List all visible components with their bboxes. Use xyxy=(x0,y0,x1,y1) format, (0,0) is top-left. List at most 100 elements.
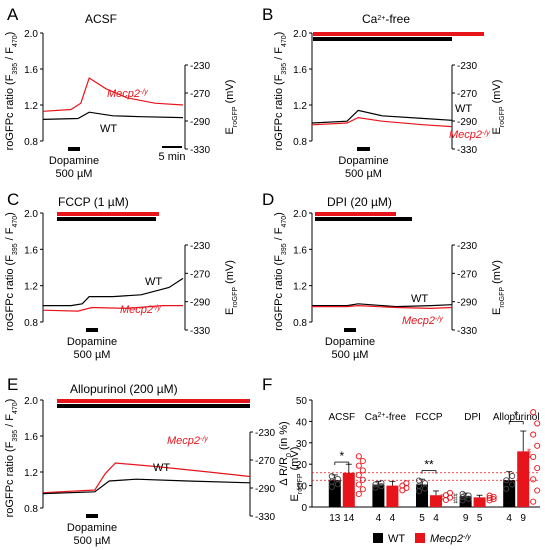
data-point-mecp2 xyxy=(530,498,537,505)
right-axis-label: EroGFP (mV) xyxy=(224,260,239,315)
treatment-bar-wt xyxy=(313,37,452,41)
dopamine-bar xyxy=(68,147,80,151)
left-tick-label: 2.0 xyxy=(293,209,307,220)
mecp2-superscript: -/y xyxy=(435,316,443,323)
significance-label: * xyxy=(339,449,344,463)
data-point-wt xyxy=(503,477,510,484)
right-tick-label: -330 xyxy=(190,145,210,156)
data-point-mecp2 xyxy=(530,453,537,461)
data-point-wt xyxy=(378,479,385,486)
label-part: (in %) xyxy=(278,421,290,453)
label-part: Allopurinol xyxy=(493,412,540,423)
n-label: 5 xyxy=(477,513,483,524)
y-tick-label: 0 xyxy=(301,503,307,514)
right-axis-label: EroGFP (mV) xyxy=(491,260,506,315)
label-part: / F xyxy=(4,227,16,243)
left-tick-label: 1.2 xyxy=(24,101,38,112)
bar-mecp2 xyxy=(342,472,355,507)
treatment-bar-mecp2 xyxy=(57,399,250,403)
label-script: roGFP xyxy=(232,287,239,308)
data-point-mecp2 xyxy=(355,462,362,469)
label-script: roGFP xyxy=(232,106,239,127)
right-tick-label: -290 xyxy=(190,298,210,309)
data-point-mecp2 xyxy=(355,490,362,497)
category-label: Allopurinol xyxy=(493,412,540,423)
data-point-mecp2 xyxy=(403,480,410,487)
data-point-mecp2 xyxy=(490,493,497,500)
label-script: 470 xyxy=(12,402,19,414)
data-point-mecp2 xyxy=(359,476,366,483)
dopamine-bar xyxy=(86,514,98,518)
data-point-mecp2 xyxy=(530,431,537,438)
data-point-mecp2 xyxy=(486,492,493,499)
label-part: ) xyxy=(4,212,16,216)
trace-wt xyxy=(311,109,453,124)
data-point-mecp2 xyxy=(534,487,541,494)
label-part: roGFPc ratio (F xyxy=(4,255,16,331)
legend-swatch-wt xyxy=(373,533,383,543)
data-point-wt xyxy=(465,495,472,502)
n-label: 13 xyxy=(329,513,341,524)
label-part: (mV) xyxy=(491,80,503,107)
left-tick-label: 2.0 xyxy=(24,29,38,40)
panel-title: DPI (20 µM) xyxy=(327,195,392,209)
dopamine-label: Dopamine xyxy=(325,336,375,348)
label-part: (mV) xyxy=(289,447,301,474)
bar-mecp2 xyxy=(430,495,442,507)
scalebar-label: 5 min xyxy=(159,151,186,163)
trace-mecp2 xyxy=(42,305,183,312)
data-point-mecp2 xyxy=(534,442,541,449)
wt-series-label: WT xyxy=(145,276,162,288)
mecp2-series-label: Mecp2-/y xyxy=(402,315,443,327)
label-script: 395 xyxy=(281,63,288,75)
dopamine-label: Dopamine xyxy=(49,155,99,167)
label-part: -free xyxy=(386,412,407,423)
label-part: ) xyxy=(273,32,285,36)
label-part: E xyxy=(224,308,236,315)
right-tick-label: -230 xyxy=(190,61,210,72)
left-axis-label: roGFPc ratio (F395 / F470) xyxy=(4,32,19,151)
trace-mecp2 xyxy=(42,77,184,112)
trace-mecp2 xyxy=(42,462,251,494)
n-label: 4 xyxy=(506,513,512,524)
label-part: ) xyxy=(273,212,285,216)
label-part: E xyxy=(224,127,236,134)
y-axis-label: Δ R/R0 (in %) xyxy=(278,421,293,485)
label-part: (mV) xyxy=(224,260,236,287)
right-tick-label: -270 xyxy=(255,456,275,467)
label-script: 2+ xyxy=(378,412,386,419)
dopamine-label: Dopamine xyxy=(67,522,117,534)
right-tick-label: -330 xyxy=(255,512,275,523)
right-tick-label: -270 xyxy=(190,89,210,100)
bar-mecp2 xyxy=(473,497,486,507)
legend-label-wt: WT xyxy=(388,533,405,545)
data-point-wt xyxy=(503,485,510,492)
label-part: E xyxy=(491,127,503,134)
left-tick-label: 1.6 xyxy=(24,245,38,256)
trace-wt xyxy=(312,303,453,308)
label-script: 0 xyxy=(286,453,293,457)
label-part: / F xyxy=(273,47,285,63)
mecp2-superscript: -/y xyxy=(153,305,161,312)
y-tick-label: 50 xyxy=(296,396,308,407)
dopamine-conc-label: 500 µM xyxy=(74,535,111,547)
right-tick-label: -290 xyxy=(457,298,477,309)
left-tick-label: 0.8 xyxy=(24,318,38,329)
data-point-wt xyxy=(459,497,466,504)
right-tick-label: -230 xyxy=(457,241,477,252)
legend-superscript: -/y xyxy=(463,534,471,541)
panel-title: Allopurinol (200 µM) xyxy=(70,382,178,396)
n-label: 4 xyxy=(433,513,439,524)
label-script: roGFP xyxy=(499,106,506,127)
right-tick-label: -230 xyxy=(190,241,210,252)
right-tick-label: -290 xyxy=(190,117,210,128)
mecp2-superscript: -/y xyxy=(200,436,208,443)
dopamine-label: Dopamine xyxy=(338,155,388,167)
dopamine-conc-label: 500 µM xyxy=(332,349,369,361)
y-tick-label: 20 xyxy=(296,460,308,471)
legend-label-mecp2: Mecp2-/y xyxy=(430,533,471,545)
label-part: / F xyxy=(273,227,285,243)
label-part: FCCP xyxy=(415,412,443,423)
